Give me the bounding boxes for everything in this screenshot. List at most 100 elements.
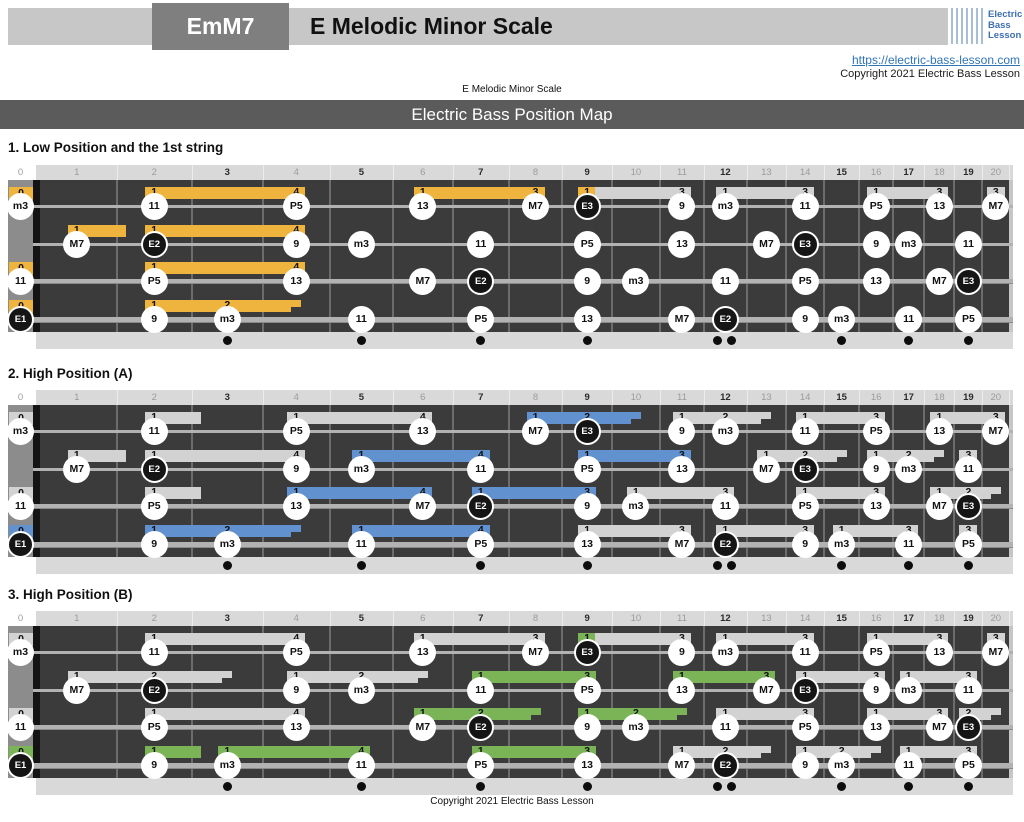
strip-separator (508, 390, 510, 405)
interval-note-circle: M7 (925, 713, 953, 741)
finger-bar (716, 187, 815, 199)
interval-note-circle: 11 (140, 192, 168, 220)
interval-note-circle: m3 (828, 751, 856, 779)
finger-label: 1 (146, 299, 162, 312)
interval-note-circle: 9 (791, 530, 819, 558)
fret-wire (115, 180, 118, 332)
root-note-circle: E1 (7, 305, 34, 333)
fret-number: 4 (293, 613, 299, 624)
finger-label: 1 (288, 670, 304, 683)
strip-separator (859, 611, 861, 626)
fret-dot (356, 782, 366, 791)
finger-bar-tail (871, 746, 882, 753)
fret-number: 11 (677, 167, 687, 178)
root-note-circle: E3 (791, 676, 819, 704)
strip-separator (659, 611, 661, 626)
interval-note-circle: m3 (347, 455, 375, 483)
website-link[interactable]: https://electric-bass-lesson.com (851, 53, 1020, 67)
interval-note-circle: 9 (862, 230, 890, 258)
logo-line: Bass (988, 19, 1011, 31)
interval-note-circle: 11 (954, 230, 982, 258)
fret-number: 14 (799, 392, 811, 403)
fret-wire (391, 180, 394, 332)
root-note-circle: E2 (467, 713, 495, 741)
finger-label: 4 (419, 486, 426, 498)
string-line (33, 504, 1013, 509)
finger-bar (218, 746, 371, 758)
fret-number: 8 (532, 392, 539, 403)
interval-note-circle: M7 (752, 455, 780, 483)
interval-note-circle: 11 (140, 417, 168, 445)
strip-separator (1009, 390, 1011, 405)
string-line (33, 688, 1013, 692)
fret-number: 1 (74, 392, 80, 403)
chord-code: EmM7 (186, 13, 255, 39)
finger-bar (578, 450, 691, 462)
fret-number: 7 (478, 167, 484, 178)
finger-label: 3 (960, 745, 976, 758)
interval-note-circle: 13 (925, 638, 953, 666)
fret-dot (713, 336, 723, 345)
logo-text: Electric Bass Lesson (988, 10, 1022, 42)
fret-wire (328, 626, 331, 778)
strip-separator (659, 390, 661, 405)
interval-note-circle: P5 (467, 530, 495, 558)
fret-wire (923, 405, 926, 557)
interval-note-circle: 9 (573, 267, 601, 295)
strip-separator (612, 390, 614, 405)
finger-label: 1 (73, 670, 80, 682)
interval-note-circle: P5 (573, 676, 601, 704)
interval-note-circle: P5 (140, 713, 168, 741)
fret-wire (328, 180, 331, 332)
fret-number: 19 (963, 613, 974, 624)
finger-label: 2 (146, 670, 162, 683)
fret-dot (222, 336, 232, 345)
interval-note-circle: P5 (282, 417, 310, 445)
finger-label: 4 (288, 261, 304, 274)
strip-separator (924, 390, 926, 405)
finger-label: 4 (288, 224, 304, 237)
fret-wire (658, 626, 661, 778)
fret-number: 16 (870, 613, 882, 624)
finger-bar (867, 633, 949, 645)
strip-separator (659, 165, 661, 180)
finger-bar-tail (291, 300, 302, 307)
finger-label: 3 (679, 524, 685, 536)
strip-separator (329, 165, 331, 180)
interval-note-circle: 11 (347, 751, 375, 779)
root-note-circle: E2 (711, 305, 739, 333)
finger-bar-tail (530, 708, 541, 715)
finger-bar (832, 525, 918, 537)
interval-note-circle: M7 (982, 417, 1010, 445)
strip-separator (262, 390, 264, 405)
finger-label: 2 (905, 449, 912, 461)
finger-bar (867, 187, 949, 199)
interval-note-circle: M7 (982, 192, 1010, 220)
logo-line: Lesson (988, 30, 1022, 42)
finger-bar (145, 708, 306, 720)
fret-number: 9 (584, 392, 590, 403)
fret-wire (981, 626, 984, 778)
bass-strings-icon (951, 8, 983, 44)
fret-number: 0 (17, 613, 24, 624)
fret-wire (703, 626, 706, 778)
interval-note-circle: M7 (982, 638, 1010, 666)
fret-wire (822, 180, 825, 332)
fret-wire (611, 626, 614, 778)
interval-note-circle: 11 (791, 638, 819, 666)
interval-note-circle: 9 (282, 676, 310, 704)
interval-note-circle: 11 (954, 676, 982, 704)
logo-line: Electric (988, 9, 1023, 21)
finger-label: 3 (528, 632, 544, 645)
finger-bar-tail (934, 450, 945, 457)
string-line (33, 242, 1013, 246)
fret-number: 15 (836, 613, 847, 624)
finger-label: 1 (146, 707, 162, 720)
board-edge (1009, 405, 1013, 557)
finger-label: 2 (353, 670, 369, 683)
interval-note-circle: M7 (63, 676, 91, 704)
interval-note-circle: m3 (7, 417, 34, 445)
finger-bar (471, 746, 597, 758)
fret-wire (507, 405, 510, 557)
fret-number: 14 (799, 167, 811, 178)
